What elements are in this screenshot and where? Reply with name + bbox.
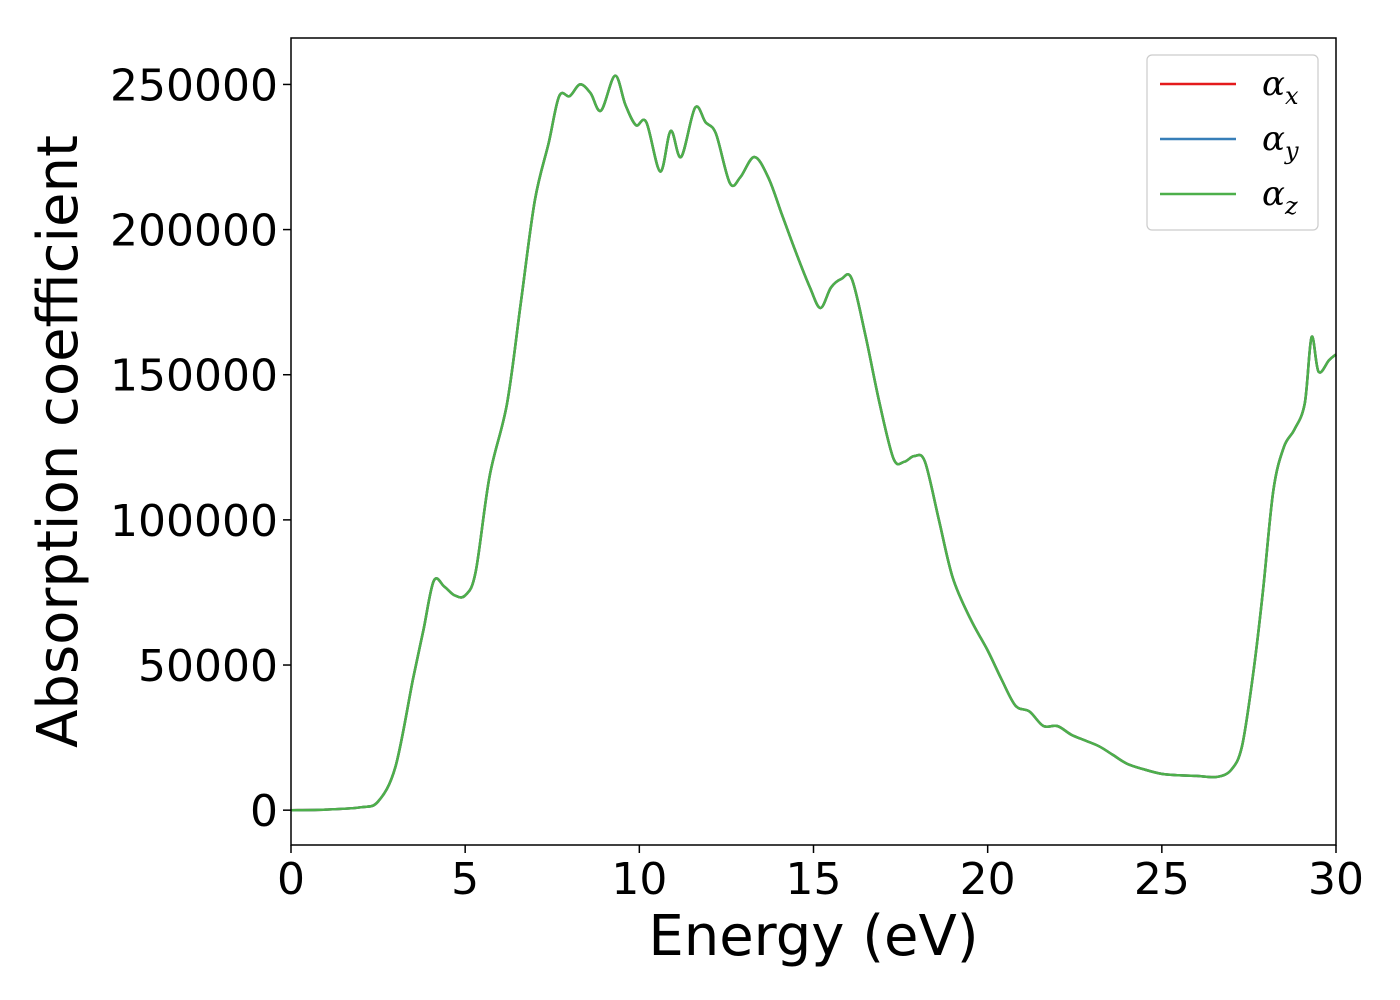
legend-label-y: αy <box>1262 119 1299 165</box>
x-tick-label: 5 <box>451 854 479 905</box>
y-axis-label: Absorption coefficient <box>26 135 91 748</box>
series-layer <box>290 74 1337 812</box>
x-axis-label: Energy (eV) <box>648 904 978 969</box>
legend-label-z: αz <box>1262 174 1298 220</box>
x-tick-label: 20 <box>960 854 1016 905</box>
y-tick-label: 0 <box>250 786 278 837</box>
y-tick-label: 100000 <box>110 496 278 547</box>
y-tick-label: 50000 <box>138 641 278 692</box>
ticks-layer: 0 5 10 15 20 25 30 0 50000 100000 150000 200000 2500… <box>110 60 1364 905</box>
y-tick-label: 200000 <box>110 206 278 257</box>
series-line-z <box>290 74 1337 812</box>
y-tick-label: 250000 <box>110 60 278 111</box>
legend: αx αy αz <box>1146 54 1319 231</box>
y-tick-label: 150000 <box>110 351 278 402</box>
x-tick-label: 15 <box>786 854 842 905</box>
x-tick-label: 30 <box>1308 854 1364 905</box>
x-tick-label: 0 <box>277 854 305 905</box>
legend-label-x: αx <box>1262 64 1299 110</box>
x-tick-label: 25 <box>1134 854 1190 905</box>
legend-box <box>1146 54 1319 231</box>
x-tick-label: 10 <box>611 854 667 905</box>
